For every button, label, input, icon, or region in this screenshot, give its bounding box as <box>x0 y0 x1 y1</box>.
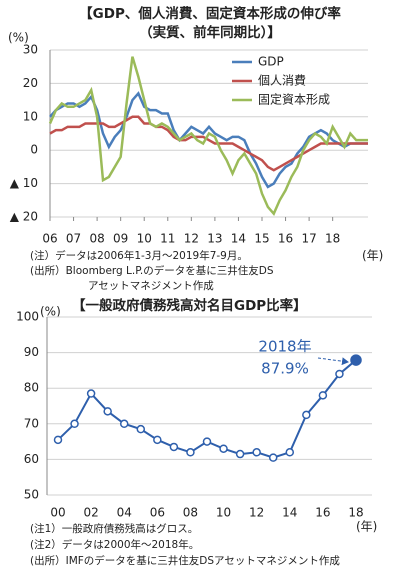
x-tick-label: 06 <box>150 506 165 520</box>
y-axis-label: (%) <box>40 305 61 319</box>
marker <box>318 391 328 400</box>
y-tick-label: 0 <box>30 143 38 157</box>
note: (出所）Bloomberg L.P.のデータを基に三井住友DS <box>30 264 274 277</box>
x-tick-label: 08 <box>89 232 104 246</box>
y-tick-label: 100 <box>16 310 39 324</box>
marker <box>219 444 228 453</box>
annotation: 87.9% <box>261 360 309 378</box>
note: (注1）一般政府債務残高はグロス。 <box>30 522 198 535</box>
marker <box>153 435 162 445</box>
chart-title: 【一般政府債務残高対名目GDP比率】 <box>72 297 307 314</box>
x-tick-label: 06 <box>42 232 57 246</box>
x-tick-label: 10 <box>137 232 152 246</box>
x-tick-label: 07 <box>66 232 81 246</box>
x-tick-label: 16 <box>278 232 293 246</box>
annotation: 2018年 <box>258 338 311 356</box>
x-tick-label: 11 <box>160 232 175 246</box>
note: (注2）データは2000年～2018年。 <box>30 538 199 551</box>
note: (出所）IMFのデータを基に三井住友DSアセットマネジメント作成 <box>30 554 340 567</box>
note: (注）データは2006年1-3月～2019年7-9月。 <box>30 249 248 262</box>
marker <box>186 448 195 457</box>
y-tick-label: ▲ 10 <box>10 176 38 190</box>
x-tick-label: 10 <box>216 506 231 520</box>
chart-title: （実質、前年同期比）】 <box>139 24 281 41</box>
y-tick-label: 10 <box>23 109 38 123</box>
x-tick-label: 18 <box>348 506 363 520</box>
x-tick-label: 13 <box>207 232 222 246</box>
chart-title: 【GDP、個人消費、固定資本形成の伸び率 <box>79 5 341 22</box>
x-tick-label: 15 <box>254 232 269 246</box>
x-tick-label: 12 <box>184 232 199 246</box>
legend-label: 個人消費 <box>258 73 306 88</box>
x-tick-label: 00 <box>50 506 65 520</box>
x-tick-label: 12 <box>249 506 264 520</box>
x-tick-label: 09 <box>113 232 128 246</box>
y-tick-label: 30 <box>23 43 38 57</box>
marker <box>119 419 129 429</box>
marker <box>235 449 245 459</box>
marker <box>335 369 344 379</box>
marker <box>350 354 362 366</box>
legend-label: 固定資本形成 <box>258 92 330 107</box>
line-series <box>49 115 368 172</box>
x-axis-label: (年) <box>362 249 383 263</box>
y-tick-label: 90 <box>24 345 39 359</box>
x-tick-label: 17 <box>301 232 316 246</box>
line-series <box>48 56 368 216</box>
x-tick-label: 02 <box>83 506 98 520</box>
marker <box>285 448 295 457</box>
y-tick-label: 50 <box>24 488 39 502</box>
annotation-arrow <box>317 357 349 366</box>
x-tick-label: 14 <box>231 232 246 246</box>
marker <box>202 437 212 446</box>
x-axis-label: (年) <box>356 520 377 534</box>
x-tick-label: 14 <box>282 506 297 520</box>
marker <box>268 453 278 462</box>
x-tick-label: 16 <box>315 506 330 520</box>
marker <box>53 435 63 445</box>
marker <box>86 389 96 398</box>
y-tick-label: 70 <box>24 416 39 430</box>
y-axis-label: (%) <box>8 31 29 45</box>
y-tick-label: ▲ 20 <box>10 210 38 224</box>
marker <box>136 424 146 434</box>
marker <box>302 410 311 420</box>
y-tick-label: 60 <box>24 452 39 466</box>
marker <box>70 419 79 429</box>
note: アセットマネジメント作成 <box>88 280 214 292</box>
legend-label: GDP <box>258 55 284 69</box>
y-tick-label: 20 <box>23 76 38 90</box>
x-tick-label: 04 <box>117 506 132 520</box>
marker <box>252 448 261 457</box>
x-tick-label: 18 <box>325 232 340 246</box>
marker <box>103 407 112 416</box>
marker <box>169 442 179 452</box>
x-tick-label: 08 <box>183 506 198 520</box>
y-tick-label: 80 <box>24 381 39 395</box>
